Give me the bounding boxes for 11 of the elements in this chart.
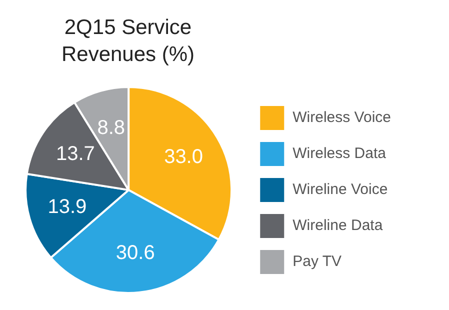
legend-label: Wireless Data xyxy=(292,145,387,162)
data-label: 13.9 xyxy=(48,196,87,218)
chart-title: 2Q15 Service Revenues (%) xyxy=(60,15,196,68)
legend-label: Pay TV xyxy=(292,253,342,270)
data-label: 13.7 xyxy=(56,143,95,166)
legend-label: Wireline Voice xyxy=(292,181,388,198)
data-label: 30.6 xyxy=(116,242,155,264)
data-label: 8.8 xyxy=(97,117,126,140)
legend-label: Wireless Voice xyxy=(292,109,392,126)
data-label: 33.0 xyxy=(164,146,204,168)
legend-label: Wireline Data xyxy=(292,217,384,234)
